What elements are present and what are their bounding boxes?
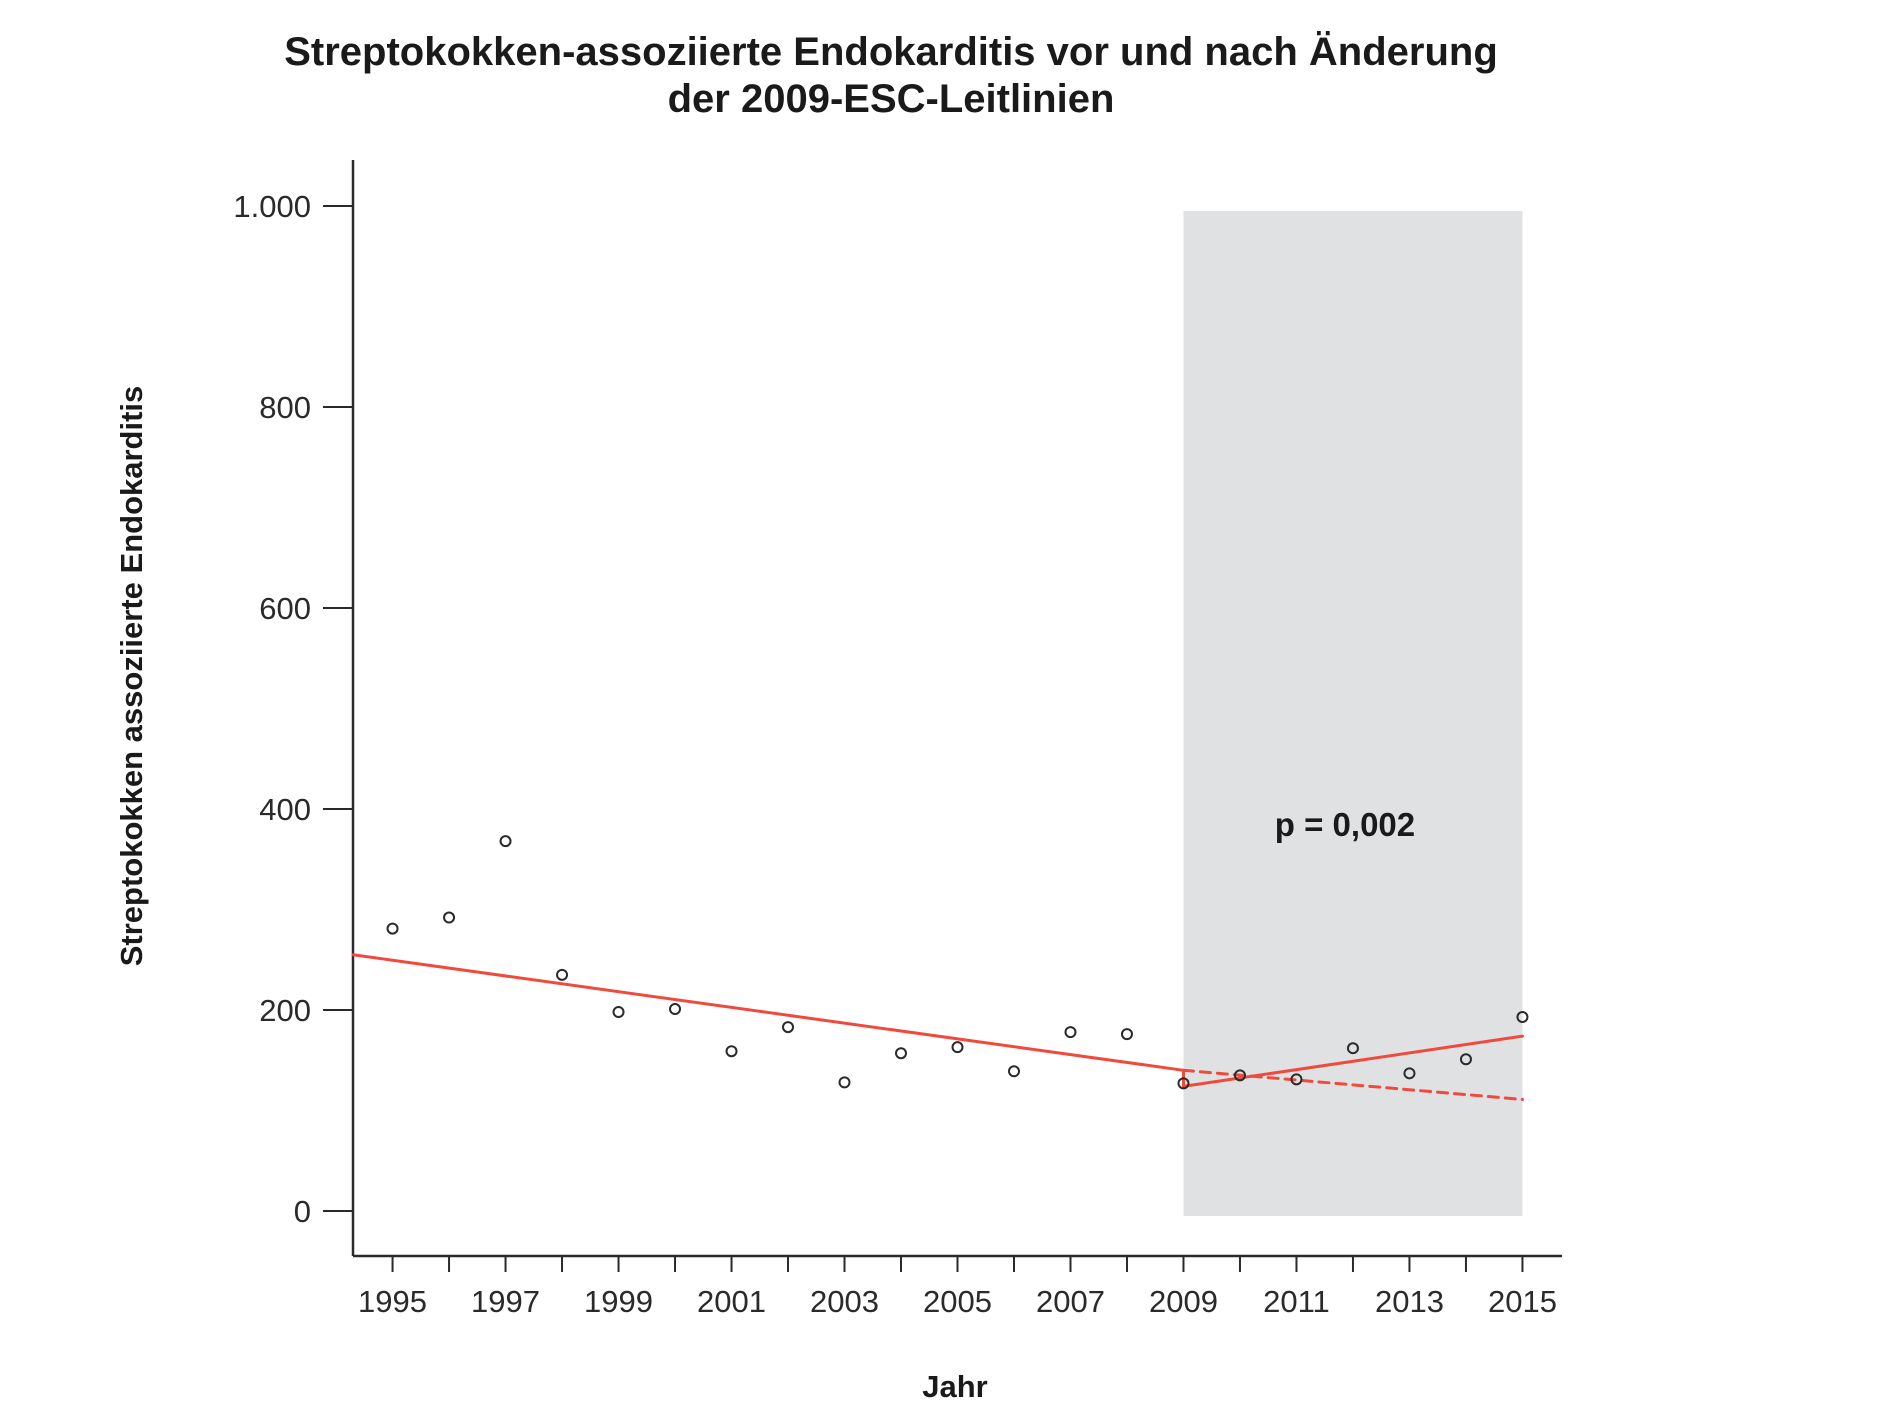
p-value-annotation: p = 0,002	[1275, 806, 1415, 843]
data-point	[443, 911, 456, 924]
data-point	[1064, 1026, 1077, 1039]
data-point	[1459, 1053, 1472, 1066]
x-tick-label: 2007	[1036, 1284, 1105, 1319]
data-point	[838, 1076, 851, 1089]
chart-title-line-2: der 2009-ESC-Leitlinien	[668, 77, 1115, 121]
trend-line-counterfactual	[1181, 1068, 1524, 1101]
chart-title-line-1: Streptokokken-assoziierte Endokarditis v…	[284, 30, 1498, 74]
y-tick-label: 400	[259, 792, 311, 827]
data-points	[386, 835, 1529, 1090]
x-tick-label: 1999	[584, 1284, 653, 1319]
post-guideline-region	[1183, 211, 1523, 1217]
trend-lines	[351, 953, 1524, 1101]
data-point	[386, 922, 399, 935]
y-tick-label: 0	[294, 1194, 311, 1229]
data-point	[1233, 1069, 1246, 1082]
x-tick-label: 1995	[358, 1284, 427, 1319]
x-tick-label: 1997	[471, 1284, 540, 1319]
tick-labels: 0 200 400 600 800 1.000 1995 1997 1999 2001 2003 20…	[233, 189, 1557, 1319]
x-tick-label: 2009	[1149, 1284, 1218, 1319]
data-point	[1007, 1065, 1020, 1078]
data-point	[669, 1002, 682, 1015]
x-tick-label: 2011	[1263, 1284, 1330, 1319]
x-tick-label: 2003	[810, 1284, 879, 1319]
y-axis-title: Streptokokken assoziierte Endokarditis	[114, 386, 149, 967]
x-axis-title: Jahr	[922, 1369, 987, 1404]
data-point	[1120, 1028, 1133, 1041]
data-point	[1177, 1077, 1190, 1090]
x-tick-label: 2015	[1488, 1284, 1557, 1319]
x-tick-label: 2013	[1375, 1284, 1444, 1319]
axes	[323, 160, 1562, 1272]
shaded-region	[1183, 211, 1523, 1217]
x-tick-label: 2005	[923, 1284, 992, 1319]
data-point	[895, 1047, 908, 1060]
data-point	[1346, 1042, 1359, 1055]
y-tick-label: 1.000	[233, 189, 311, 224]
data-point	[782, 1021, 795, 1034]
data-point	[1403, 1067, 1416, 1080]
data-point	[499, 835, 512, 848]
data-point	[612, 1006, 625, 1019]
data-point	[725, 1045, 738, 1058]
data-point	[951, 1041, 964, 1054]
data-point	[556, 968, 569, 981]
data-point	[1290, 1073, 1303, 1086]
y-tick-label: 800	[259, 390, 311, 425]
trend-line-pre-2009	[351, 953, 1185, 1072]
data-point	[1516, 1011, 1529, 1024]
trend-line-post-2009	[1181, 1034, 1524, 1088]
y-tick-label: 200	[259, 993, 311, 1028]
y-tick-label: 600	[259, 591, 311, 626]
x-tick-label: 2001	[697, 1284, 766, 1319]
